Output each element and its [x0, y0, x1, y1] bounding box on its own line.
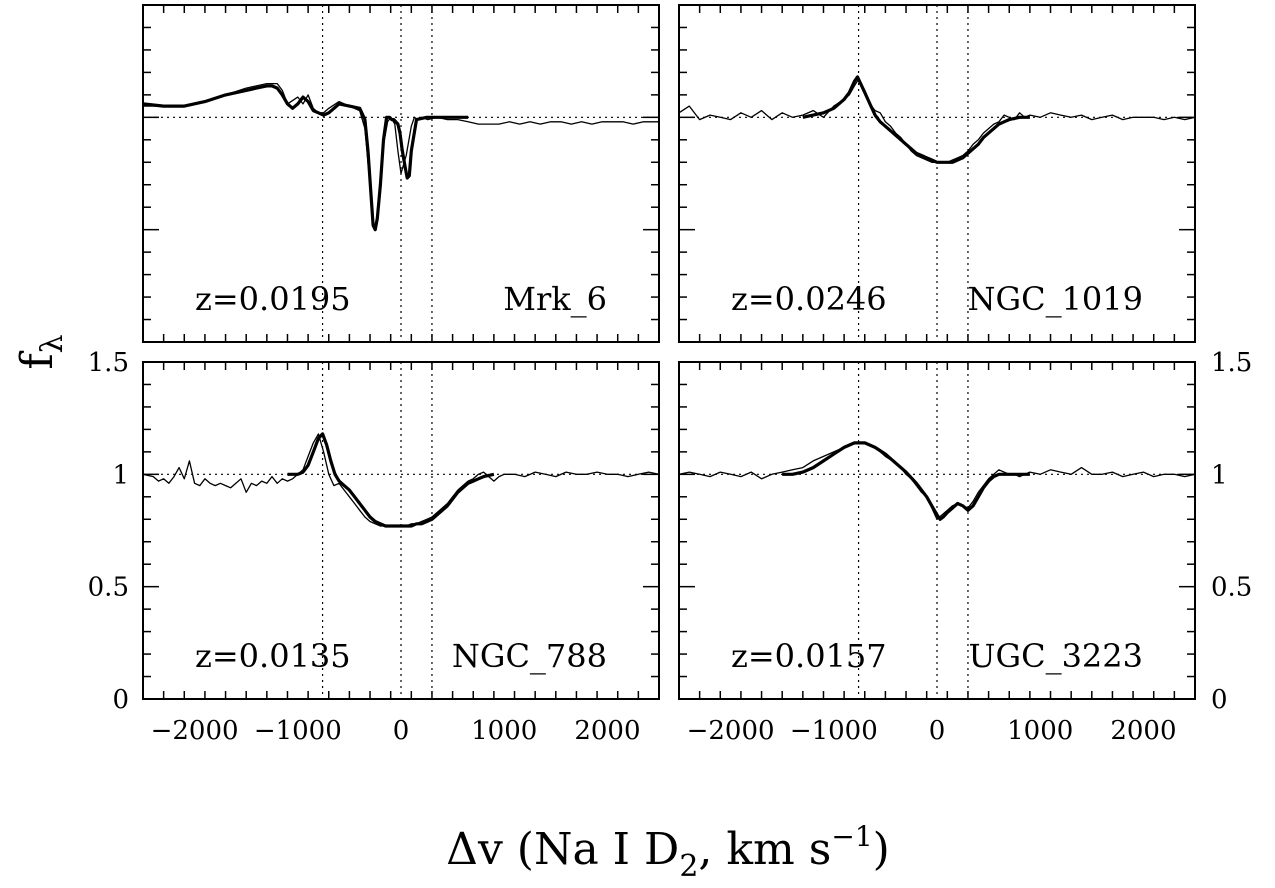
y-axis-title: fλ: [12, 334, 70, 369]
model-fit-line: [782, 441, 1030, 521]
x-tick-label: 1000: [471, 716, 537, 746]
x-tick-label: 0: [929, 716, 946, 746]
svg-text:fλ: fλ: [12, 334, 70, 369]
y-tick-label: 0: [112, 685, 129, 715]
panel-bottom-left: z=0.0135 NGC_788 −2000 −1000 0 1000 2000 0 0.5 1 1…: [88, 348, 660, 746]
y-axis-title-sub: λ: [35, 334, 70, 353]
panel-bottom-right: z=0.0157 UGC_3223 −2000 −1000 0 1000 2000 0 0.5 1…: [678, 348, 1252, 746]
y-tick-label: 1: [1211, 460, 1228, 490]
model-fit-line: [802, 75, 1030, 164]
y-tick-label: 1.5: [88, 348, 129, 378]
model-fit-line: [143, 84, 469, 232]
y-axis-title-main: f: [12, 351, 63, 370]
galaxy-name-label: NGC_788: [452, 637, 607, 675]
x-axis-title: Δv (Na I D2, km s−1): [446, 820, 890, 884]
redshift-label: z=0.0157: [731, 637, 887, 675]
x-axis-title-mid: , km s: [698, 824, 831, 875]
panel-frame: [142, 361, 660, 700]
galaxy-name-label: Mrk_6: [503, 280, 607, 318]
panels-group: z=0.0195 Mrk_6 z=0.0246 NGC_1019 z=0.0135 NGC…: [88, 4, 1252, 746]
observed-spectrum-line: [143, 433, 659, 527]
galaxy-name-label: UGC_3223: [969, 637, 1143, 675]
x-tick-label: 2000: [574, 716, 640, 746]
galaxy-name-label: NGC_1019: [968, 280, 1143, 318]
panel-frame: [142, 4, 660, 343]
x-tick-label: 2000: [1110, 716, 1176, 746]
panel-frame: [678, 4, 1196, 343]
panel-top-right: z=0.0246 NGC_1019: [678, 4, 1196, 343]
y-tick-label: 0.5: [1211, 573, 1252, 603]
redshift-label: z=0.0195: [195, 280, 351, 318]
panel-frame: [678, 361, 1196, 700]
x-tick-label: −1000: [254, 716, 342, 746]
x-tick-label: −1000: [790, 716, 878, 746]
y-tick-label: 1.5: [1211, 348, 1252, 378]
x-axis-title-suffix: ): [873, 824, 890, 875]
redshift-label: z=0.0135: [195, 637, 351, 675]
y-tick-label: 0.5: [88, 573, 129, 603]
y-tick-label: 0: [1211, 685, 1228, 715]
x-axis-title-prefix: Δv (Na I D: [446, 824, 679, 875]
x-tick-label: 1000: [1007, 716, 1073, 746]
y-tick-label: 1: [112, 460, 129, 490]
x-tick-label: −2000: [151, 716, 239, 746]
model-fit-line: [287, 432, 495, 528]
x-tick-label: 0: [393, 716, 410, 746]
x-axis-title-sup: −1: [831, 820, 872, 853]
redshift-label: z=0.0246: [731, 280, 887, 318]
x-tick-label: −2000: [687, 716, 775, 746]
x-axis-title-sub: 2: [679, 849, 698, 884]
panel-top-left: z=0.0195 Mrk_6: [142, 4, 660, 343]
observed-spectrum-line: [679, 442, 1195, 520]
